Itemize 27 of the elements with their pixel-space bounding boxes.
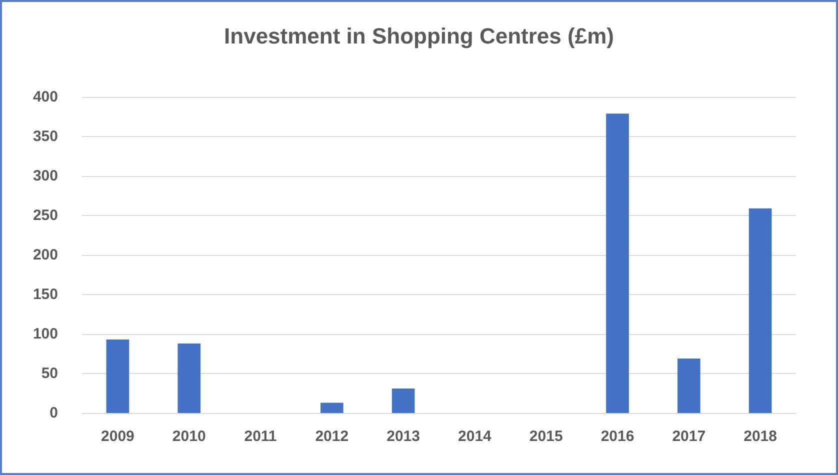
y-tick-label: 250 (32, 207, 58, 224)
y-tick-label: 400 (32, 88, 58, 106)
y-tick-label: 150 (32, 286, 58, 303)
x-tick-label: 2015 (529, 428, 563, 445)
y-tick-label: 50 (41, 365, 58, 382)
x-tick-label: 2013 (386, 428, 420, 445)
x-tick-label: 2017 (672, 428, 706, 445)
y-tick-label: 0 (50, 404, 58, 422)
y-tick-label: 200 (32, 246, 58, 264)
bar (677, 358, 700, 413)
bar (748, 208, 772, 413)
y-tick-label: 100 (32, 326, 58, 342)
bar (606, 114, 629, 413)
bar (178, 343, 201, 413)
x-tick-label: 2010 (172, 428, 206, 445)
y-tick-label: 300 (32, 168, 58, 184)
chart-title: Investment in Shopping Centres (£m) (224, 24, 614, 48)
x-tick-label: 2018 (744, 428, 777, 445)
x-tick-label: 2012 (315, 428, 349, 445)
x-tick-label: 2011 (244, 428, 277, 445)
x-tick-label: 2014 (458, 428, 492, 445)
x-tick-label: 2009 (101, 428, 134, 445)
bar (320, 402, 344, 413)
bar (392, 388, 415, 413)
x-tick-label: 2016 (600, 428, 634, 445)
bar (106, 340, 130, 413)
y-tick-label: 350 (32, 128, 58, 145)
